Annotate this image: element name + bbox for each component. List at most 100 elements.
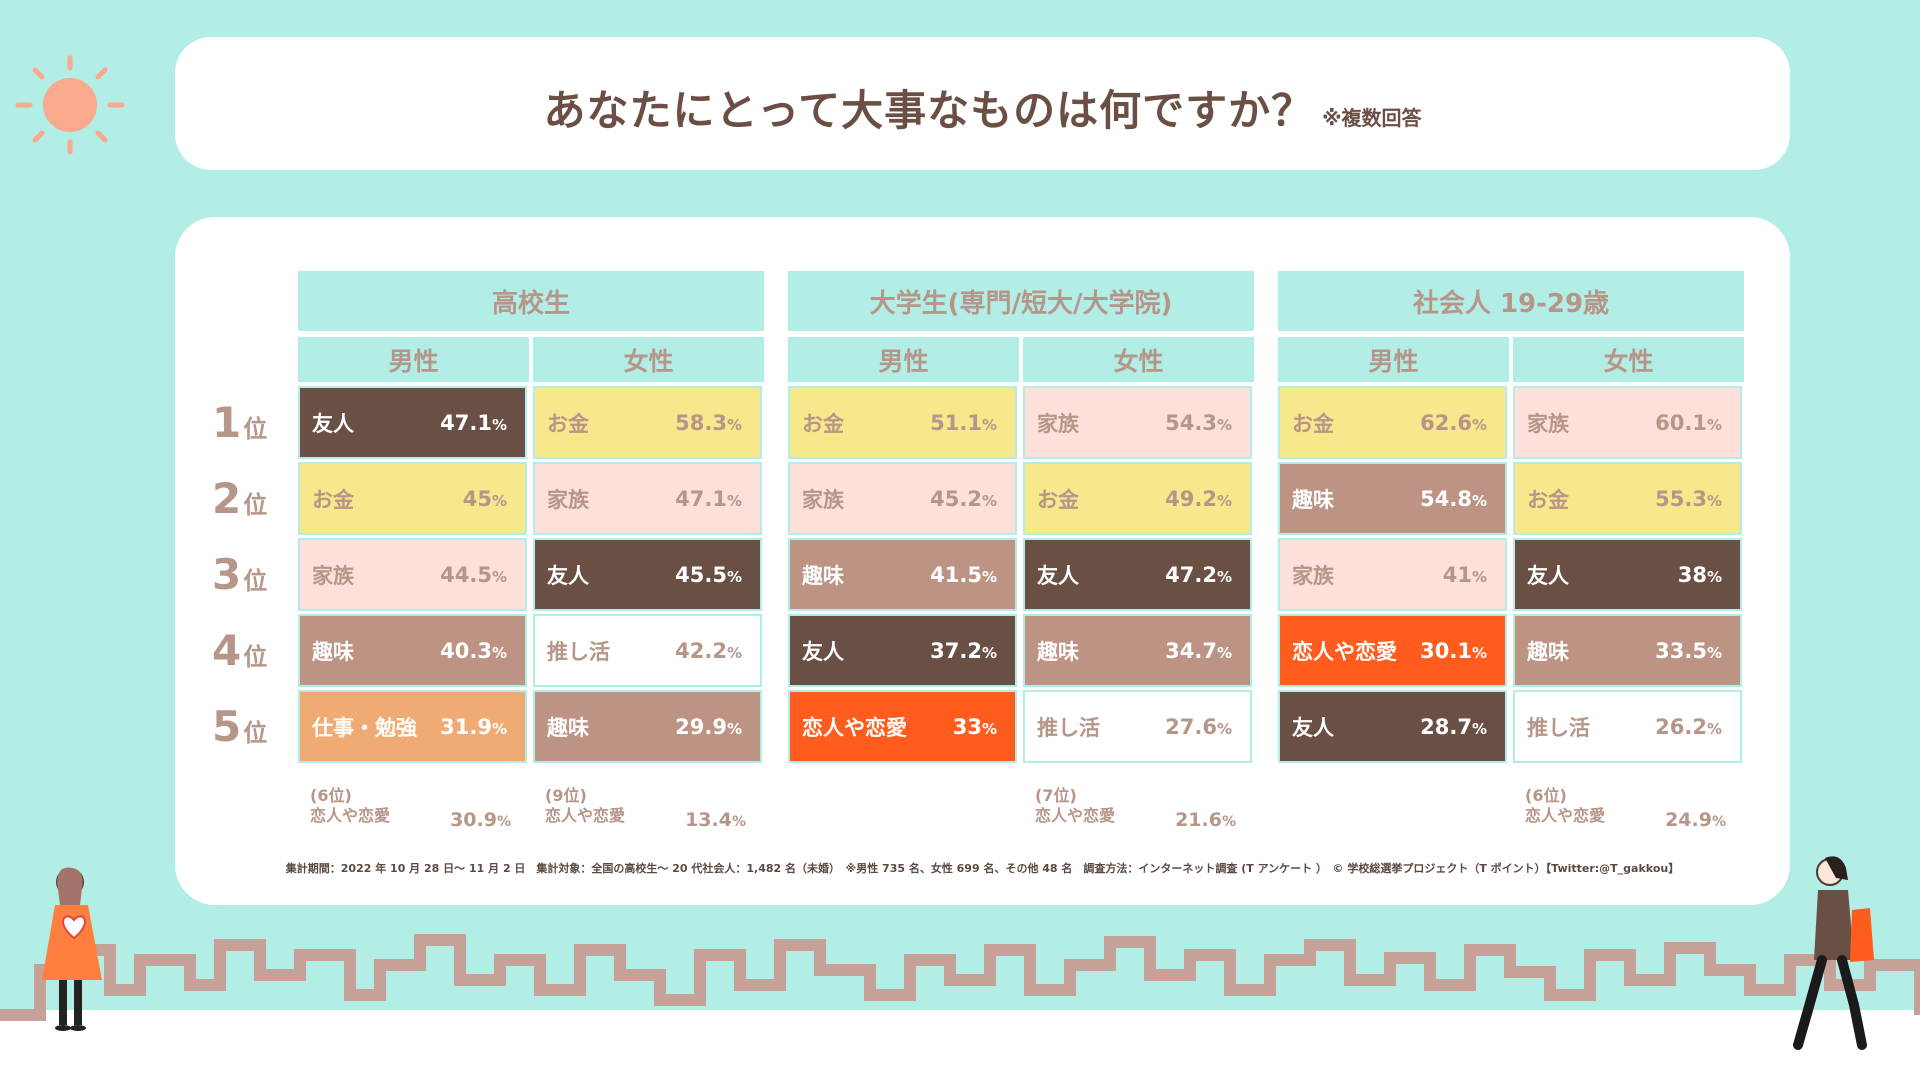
gender-header: 女性 [1023, 337, 1254, 382]
percent-unit: % [1216, 567, 1232, 586]
percent-unit: % [491, 567, 507, 586]
item-label: 推し活 [547, 639, 610, 664]
item-percent: 45% [462, 486, 507, 511]
item-label: お金 [1037, 487, 1079, 512]
item-label: 友人 [312, 411, 354, 436]
percent-unit: % [1471, 567, 1487, 586]
percent-unit: % [726, 415, 742, 434]
percent-unit: % [1706, 415, 1722, 434]
percent-unit: % [1221, 814, 1236, 830]
extra-label: 恋人や恋愛 [1525, 806, 1606, 825]
item-label: 仕事・勉強 [312, 715, 417, 740]
extra-percent: 24.9% [1665, 809, 1726, 831]
percent-unit: % [1706, 567, 1722, 586]
percent-unit: % [496, 814, 511, 830]
item-label: 推し活 [1527, 715, 1590, 740]
item-label: 友人 [802, 639, 844, 664]
rank-number: 1 [212, 398, 242, 447]
extra-rank-note: (6位) 恋人や恋愛 24.9% [1525, 786, 1726, 832]
item-percent: 41% [1442, 562, 1487, 587]
percent-unit: % [491, 491, 507, 510]
percent-unit: % [981, 491, 997, 510]
ranking-cell: 推し活 27.6% [1023, 690, 1252, 763]
percent-unit: % [1711, 814, 1726, 830]
item-percent: 33.5% [1655, 638, 1722, 663]
item-label: 家族 [802, 487, 844, 512]
item-percent: 29.9% [675, 714, 742, 739]
percent-unit: % [981, 643, 997, 662]
item-percent: 41.5% [930, 562, 997, 587]
ranking-cell: 家族 44.5% [298, 538, 527, 611]
percent-unit: % [1216, 491, 1232, 510]
percent-unit: % [731, 814, 746, 830]
item-label: 友人 [1292, 715, 1334, 740]
ranking-cell: 恋人や恋愛 30.1% [1278, 614, 1507, 687]
rank-number: 5 [212, 702, 242, 751]
extra-percent: 21.6% [1175, 809, 1236, 831]
page-title: あなたにとって大事なものは何ですか？ ※複数回答 [543, 86, 1422, 135]
item-percent: 45.5% [675, 562, 742, 587]
item-percent: 49.2% [1165, 486, 1232, 511]
gender-header: 男性 [298, 337, 529, 382]
group-header: 大学生(専門/短大/大学院) [788, 271, 1254, 331]
item-percent: 37.2% [930, 638, 997, 663]
rank-suffix: 位 [243, 415, 268, 443]
ranking-cell: 趣味 34.7% [1023, 614, 1252, 687]
percent-unit: % [1471, 491, 1487, 510]
item-percent: 55.3% [1655, 486, 1722, 511]
extra-rank: (6位) [1525, 786, 1567, 805]
ranking-cell: 友人 45.5% [533, 538, 762, 611]
ranking-cell: 推し活 26.2% [1513, 690, 1742, 763]
percent-unit: % [726, 719, 742, 738]
item-label: 家族 [1292, 563, 1334, 588]
item-percent: 54.8% [1420, 486, 1487, 511]
group-header: 高校生 [298, 271, 764, 331]
percent-unit: % [1706, 643, 1722, 662]
ranking-cell: お金 58.3% [533, 386, 762, 459]
title-note: ※複数回答 [1322, 106, 1422, 130]
item-label: お金 [802, 411, 844, 436]
item-label: お金 [547, 411, 589, 436]
percent-unit: % [726, 643, 742, 662]
rank-suffix: 位 [243, 643, 268, 671]
percent-unit: % [726, 491, 742, 510]
extra-rank: (6位) [310, 786, 352, 805]
item-label: 趣味 [312, 639, 354, 664]
extra-rank: (9位) [545, 786, 587, 805]
title-card: あなたにとって大事なものは何ですか？ ※複数回答 [175, 37, 1790, 170]
rank-suffix: 位 [243, 491, 268, 519]
survey-footnote: 集計期間：2022 年 10 月 28 日〜 11 月 2 日 集計対象：全国の… [285, 862, 1680, 875]
percent-unit: % [1471, 415, 1487, 434]
extra-rank: (7位) [1035, 786, 1077, 805]
item-label: 家族 [547, 487, 589, 512]
ranking-cell: 友人 38% [1513, 538, 1742, 611]
percent-unit: % [491, 415, 507, 434]
item-percent: 47.1% [675, 486, 742, 511]
extra-rank-note: (6位) 恋人や恋愛 30.9% [310, 786, 511, 832]
ranking-cell: お金 55.3% [1513, 462, 1742, 535]
extra-label: 恋人や恋愛 [1035, 806, 1116, 825]
rank-label: 5位 [212, 706, 267, 748]
percent-unit: % [1216, 719, 1232, 738]
girl-illustration [42, 867, 102, 1031]
gender-header: 男性 [788, 337, 1019, 382]
extra-rank-note: (7位) 恋人や恋愛 21.6% [1035, 786, 1236, 832]
sun-icon [15, 55, 125, 155]
ranking-cell: 家族 60.1% [1513, 386, 1742, 459]
item-percent: 42.2% [675, 638, 742, 663]
item-percent: 54.3% [1165, 410, 1232, 435]
ranking-cell: 趣味 33.5% [1513, 614, 1742, 687]
rank-label: 4位 [212, 630, 267, 672]
rank-number: 3 [212, 550, 242, 599]
percent-unit: % [1216, 415, 1232, 434]
item-percent: 45.2% [930, 486, 997, 511]
ranking-cell: 家族 47.1% [533, 462, 762, 535]
item-percent: 47.1% [440, 410, 507, 435]
ranking-cell: お金 51.1% [788, 386, 1017, 459]
ranking-cell: 家族 45.2% [788, 462, 1017, 535]
item-label: 趣味 [1037, 639, 1079, 664]
extra-label: 恋人や恋愛 [545, 806, 626, 825]
ranking-cell: 友人 37.2% [788, 614, 1017, 687]
item-label: 恋人や恋愛 [1292, 639, 1397, 664]
item-label: お金 [312, 487, 354, 512]
